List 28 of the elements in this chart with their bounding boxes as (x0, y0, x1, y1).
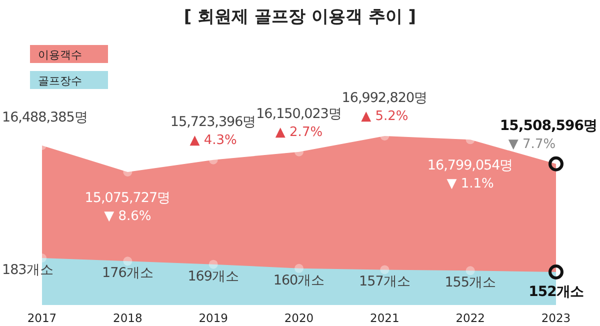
data-label: 15,508,596명 (500, 118, 597, 134)
annotation: ▼ 7.7% (508, 136, 556, 152)
data-label: 169개소 (188, 268, 239, 284)
annotation: ▲ 5.2% (361, 109, 408, 124)
x-tick-label: 2023 (541, 311, 571, 325)
data-label: 160개소 (273, 272, 325, 288)
data-label: 176개소 (102, 265, 154, 282)
x-tick-label: 2021 (370, 311, 400, 325)
x-tick-label: 2017 (27, 311, 57, 325)
annotation: ▼ 8.6% (104, 209, 152, 224)
data-label: 16,150,023명 (256, 106, 342, 122)
data-label: 16,488,385명 (2, 109, 88, 126)
annotation: ▲ 2.7% (275, 124, 323, 140)
annotation: ▲ 4.3% (190, 132, 237, 148)
x-tick-label: 2018 (113, 311, 142, 325)
chart-title: [ 회원제 골프장 이용객 추이 ] (184, 7, 416, 27)
x-tick-label: 2022 (456, 311, 485, 325)
data-label: 16,799,054명 (427, 158, 514, 174)
x-tick-label: 2019 (198, 311, 228, 325)
data-label: 183개소 (2, 262, 54, 278)
data-label: 155개소 (444, 274, 496, 291)
data-label: 157개소 (359, 274, 410, 290)
data-label: 16,992,820명 (342, 90, 428, 106)
data-label: 15,723,396명 (170, 114, 256, 130)
data-label: 15,075,727명 (84, 190, 171, 206)
annotation: ▼ 1.1% (446, 176, 494, 192)
x-tick-label: 2020 (284, 311, 314, 325)
data-label: 152개소 (528, 284, 584, 300)
